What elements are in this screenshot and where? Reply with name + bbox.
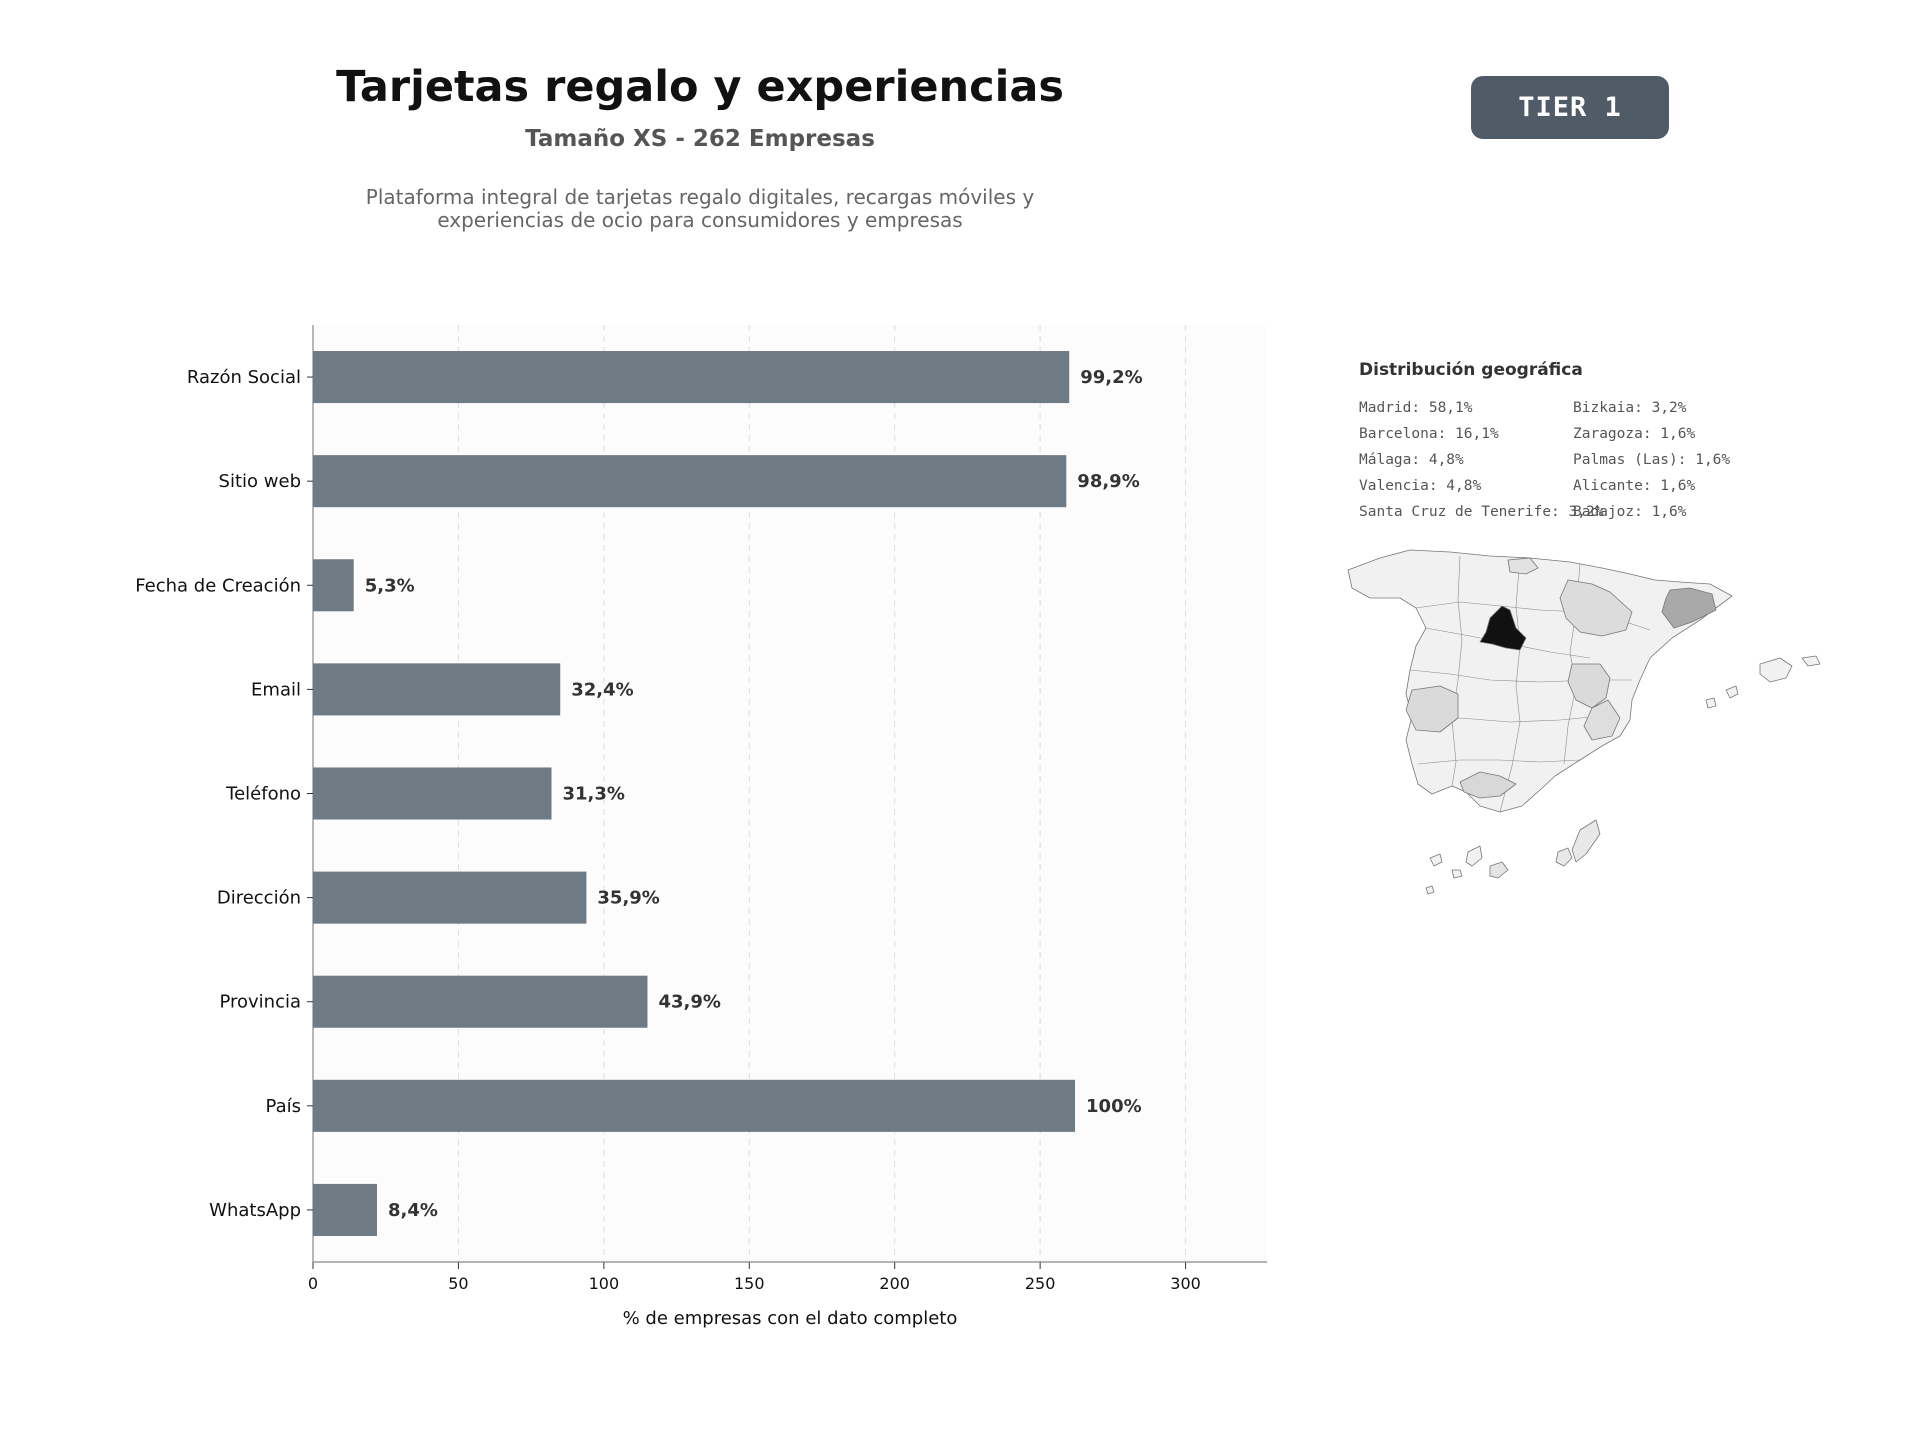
description-line-1: Plataforma integral de tarjetas regalo d… <box>365 185 1035 209</box>
geo-item-malaga: Málaga: 4,8% <box>1359 452 1464 468</box>
geo-item-zaragoza: Zaragoza: 1,6% <box>1573 426 1696 442</box>
bar <box>313 767 552 820</box>
category-label: País <box>266 1096 301 1117</box>
category-label: Dirección <box>217 888 301 909</box>
map-region-laspalmas <box>1555 819 1601 867</box>
data-label: 100% <box>1086 1096 1142 1117</box>
map-balearic-islands <box>1705 655 1821 709</box>
map-region-madrid <box>1479 605 1527 651</box>
x-axis-label: % de empresas con el dato completo <box>623 1308 958 1329</box>
map-region-malaga <box>1459 771 1517 799</box>
page-description: Plataforma integral de tarjetas regalo d… <box>350 186 1050 232</box>
geo-item-tenerife: Santa Cruz de Tenerife: 3,2% <box>1359 504 1604 520</box>
tier-badge: TIER 1 <box>1471 76 1669 139</box>
x-tick-label: 100 <box>589 1274 620 1293</box>
geo-item-madrid: Madrid: 58,1% <box>1359 400 1473 416</box>
map-canary-small-islands <box>1425 845 1483 895</box>
x-tick-label: 0 <box>308 1274 318 1293</box>
map-region-barcelona <box>1661 587 1717 629</box>
bar-chart: 0 50 100 150 200 250 300 Razón Social 99,2% Sitio… <box>135 325 1267 1329</box>
category-label: Teléfono <box>225 784 301 805</box>
data-label: 32,4% <box>571 679 633 700</box>
bar <box>313 455 1067 508</box>
map-region-badajoz <box>1405 685 1459 733</box>
bar <box>313 975 648 1028</box>
geo-item-alicante: Alicante: 1,6% <box>1573 478 1696 494</box>
category-label: Fecha de Creación <box>135 575 301 596</box>
map-region-bizkaia <box>1507 557 1539 575</box>
page-title: Tarjetas regalo y experiencias <box>336 62 1064 112</box>
data-label: 99,2% <box>1080 367 1142 388</box>
bar <box>313 663 561 716</box>
data-label: 35,9% <box>597 888 659 909</box>
geo-item-bizkaia: Bizkaia: 3,2% <box>1573 400 1687 416</box>
bar <box>313 351 1070 404</box>
geo-item-badajoz: Badajoz: 1,6% <box>1573 504 1687 520</box>
description-line-2: experiencias de ocio para consumidores y… <box>437 208 963 232</box>
x-tick-label: 50 <box>448 1274 468 1293</box>
map-region-tenerife <box>1489 861 1509 879</box>
x-tick-label: 250 <box>1025 1274 1056 1293</box>
category-label: Provincia <box>219 992 301 1013</box>
category-label: WhatsApp <box>209 1200 301 1221</box>
geo-item-laspalmas: Palmas (Las): 1,6% <box>1573 452 1731 468</box>
page-subtitle: Tamaño XS - 262 Empresas <box>525 126 875 152</box>
data-label: 43,9% <box>658 992 720 1013</box>
bar <box>313 871 587 924</box>
category-label: Razón Social <box>187 367 301 388</box>
data-label: 98,9% <box>1077 471 1139 492</box>
x-tick-label: 300 <box>1170 1274 1201 1293</box>
data-label: 5,3% <box>365 575 415 596</box>
geo-item-valencia: Valencia: 4,8% <box>1359 478 1482 494</box>
map-region-valencia <box>1567 663 1611 709</box>
geo-item-barcelona: Barcelona: 16,1% <box>1359 426 1499 442</box>
x-tick-label: 200 <box>879 1274 910 1293</box>
data-label: 8,4% <box>388 1200 438 1221</box>
bar <box>313 559 354 612</box>
bar <box>313 1079 1076 1132</box>
category-label: Email <box>251 679 301 700</box>
geo-title: Distribución geográfica <box>1359 360 1583 380</box>
category-label: Sitio web <box>219 471 301 492</box>
bar <box>313 1183 377 1236</box>
map-region-zaragoza <box>1559 579 1633 637</box>
map-region-alicante <box>1583 699 1621 741</box>
spain-map <box>1347 549 1821 895</box>
data-label: 31,3% <box>563 784 625 805</box>
x-tick-label: 150 <box>734 1274 765 1293</box>
